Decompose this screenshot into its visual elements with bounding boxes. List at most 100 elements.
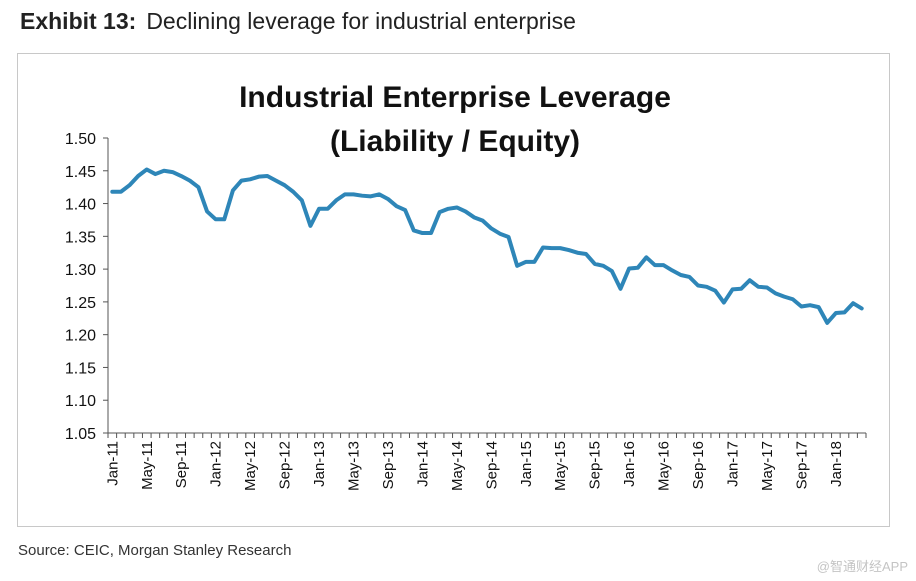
- data-point: [679, 273, 683, 277]
- data-point: [403, 208, 407, 212]
- y-tick-label: 1.25: [65, 295, 96, 312]
- data-point: [214, 217, 218, 221]
- data-point: [463, 209, 468, 214]
- data-point: [782, 295, 786, 299]
- y-tick-label: 1.15: [65, 360, 96, 377]
- data-point: [438, 210, 442, 214]
- x-tick-label: Jan-11: [104, 441, 121, 486]
- data-point: [524, 260, 528, 264]
- data-point: [515, 264, 519, 268]
- x-tick-label: Jan-17: [724, 441, 741, 487]
- data-point: [196, 185, 201, 189]
- y-tick-label: 1.40: [65, 197, 96, 214]
- data-point: [670, 268, 674, 273]
- chart-title-line1: Industrial Enterprise Leverage: [239, 81, 671, 114]
- data-point: [687, 275, 692, 279]
- data-point: [136, 174, 140, 178]
- x-tick-label: May-12: [242, 441, 259, 491]
- data-point: [696, 283, 700, 288]
- data-point: [756, 285, 760, 289]
- x-tick-label: May-13: [345, 441, 362, 491]
- data-point: [248, 177, 252, 181]
- y-tick-label: 1.10: [65, 393, 96, 410]
- x-tick-label: Sep-16: [690, 441, 707, 489]
- data-point: [627, 266, 631, 271]
- data-point: [231, 188, 235, 193]
- exhibit-heading: Exhibit 13: Declining leverage for indust…: [20, 8, 576, 35]
- data-point: [791, 297, 795, 301]
- data-point: [817, 305, 821, 309]
- data-point: [369, 194, 373, 198]
- chart-title-line2: (Liability / Equity): [330, 125, 580, 158]
- x-tick-label: May-14: [449, 441, 466, 491]
- data-point: [179, 174, 183, 178]
- chart-frame: [17, 53, 890, 527]
- data-point: [575, 251, 580, 255]
- data-point: [145, 167, 149, 172]
- data-point: [257, 175, 261, 179]
- x-tick-label: May-16: [656, 441, 673, 491]
- data-point: [722, 300, 726, 305]
- data-point: [481, 219, 485, 223]
- series-points: [110, 167, 864, 325]
- data-point: [799, 304, 804, 309]
- data-point: [713, 289, 717, 293]
- data-point: [455, 205, 459, 210]
- data-point: [110, 190, 114, 194]
- y-tick-label: 1.45: [65, 164, 96, 181]
- data-point: [429, 231, 433, 235]
- data-point: [584, 252, 588, 256]
- y-tick-label: 1.35: [65, 229, 96, 246]
- x-tick-label: May-17: [759, 441, 776, 491]
- data-point: [274, 179, 278, 183]
- y-tick-label: 1.20: [65, 328, 96, 345]
- data-point: [239, 179, 244, 183]
- data-point: [765, 285, 769, 290]
- data-point: [618, 287, 623, 291]
- data-point: [162, 169, 166, 173]
- x-axis-ticks: Jan-11 May-11 Sep-11 Jan-12 May-12 Sep-12 Jan-…: [104, 433, 867, 491]
- data-point: [188, 179, 192, 183]
- y-tick-label: 1.50: [65, 131, 96, 148]
- data-point: [222, 217, 226, 221]
- x-tick-label: Sep-15: [587, 441, 604, 489]
- data-point: [739, 287, 743, 291]
- x-tick-label: Jan-14: [414, 441, 431, 487]
- data-point: [334, 198, 338, 202]
- data-point: [593, 262, 597, 266]
- data-point: [653, 263, 657, 267]
- data-point: [498, 232, 502, 236]
- data-point: [205, 209, 209, 214]
- data-point: [860, 306, 864, 311]
- x-tick-label: Sep-13: [380, 441, 397, 489]
- data-point: [127, 183, 132, 187]
- data-point: [420, 231, 424, 235]
- data-point: [446, 207, 450, 211]
- data-point: [644, 255, 648, 259]
- data-point: [834, 311, 838, 315]
- leverage-series-line: [110, 167, 864, 325]
- data-point: [550, 246, 554, 250]
- data-point: [119, 190, 123, 194]
- data-point: [326, 207, 330, 211]
- data-point: [300, 198, 304, 202]
- data-point: [489, 226, 493, 231]
- x-tick-label: Jan-16: [621, 441, 638, 487]
- data-point: [291, 190, 295, 194]
- data-point: [730, 287, 735, 292]
- data-point: [386, 197, 390, 201]
- data-point: [265, 174, 269, 178]
- exhibit-title: Declining leverage for industrial enterp…: [146, 8, 576, 34]
- data-point: [558, 246, 562, 250]
- data-point: [808, 303, 812, 307]
- data-point: [360, 194, 364, 198]
- data-point: [377, 192, 381, 196]
- x-tick-label: Jan-18: [828, 441, 845, 487]
- x-tick-label: Sep-14: [483, 441, 500, 489]
- x-tick-label: May-11: [139, 441, 156, 490]
- data-point: [705, 285, 709, 289]
- watermark: @智通财经APP: [816, 559, 908, 574]
- x-tick-label: Jan-15: [518, 441, 535, 487]
- data-point: [825, 321, 829, 325]
